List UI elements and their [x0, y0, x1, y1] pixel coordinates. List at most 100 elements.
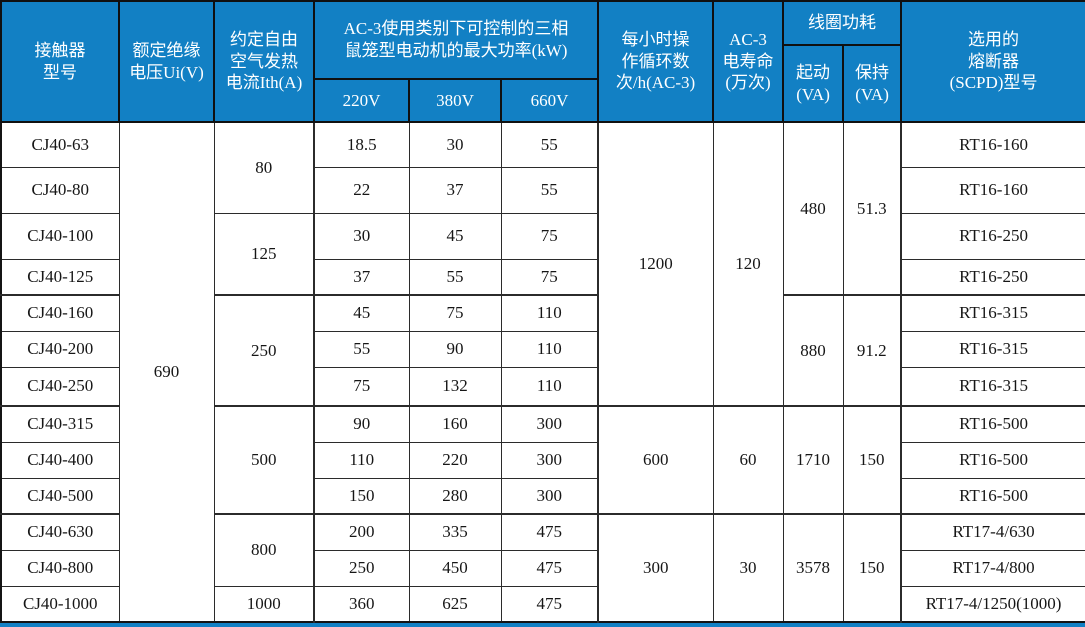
col-header-coil-power: 线圈功耗	[782, 0, 903, 46]
cell-model: CJ40-1000	[0, 585, 120, 623]
cell-p660: 300	[500, 405, 600, 443]
cell-fuse: RT16-315	[900, 366, 1085, 407]
cell-p660: 110	[500, 294, 600, 332]
header-row-1: 接触器 型号 额定绝缘 电压Ui(V) 约定自由 空气发热 电流Ith(A) A…	[0, 0, 1085, 123]
cell-p380: 160	[408, 405, 502, 443]
table-row: CJ40-160 250 45 75 110 880 91.2 RT16-315	[0, 294, 1085, 407]
cell-fuse: RT16-315	[900, 330, 1085, 368]
cell-p380: 220	[408, 441, 502, 479]
table-body: CJ40-63 690 80 18.5 30 55 1200 120 480 51.3 RT16-1…	[0, 121, 1085, 623]
cell-fuse: RT16-250	[900, 212, 1085, 260]
table-row: CJ40-630 800 200 335 475 300 30 3578 150 RT17-4/6…	[0, 513, 1085, 623]
cell-start_va: 3578	[782, 513, 844, 623]
cell-model: CJ40-63	[0, 121, 120, 168]
cell-p220: 37	[313, 258, 410, 296]
cell-fuse: RT16-500	[900, 405, 1085, 443]
cell-model: CJ40-630	[0, 513, 120, 551]
table-row: CJ40-200 55 90 110 RT16-315	[0, 330, 1085, 368]
cell-p660: 75	[500, 212, 600, 260]
cell-ith: 800	[213, 513, 315, 587]
cell-cycles: 600	[597, 405, 714, 515]
cell-model: CJ40-400	[0, 441, 120, 479]
header-row-3: 220V 380V 660V	[1, 78, 1085, 123]
col-header-model: 接触器 型号	[0, 0, 120, 123]
cell-p380: 335	[408, 513, 502, 551]
col-header-rated-voltage: 额定绝缘 电压Ui(V)	[118, 0, 215, 123]
cell-life: 60	[712, 405, 784, 515]
cell-p660: 110	[500, 330, 600, 368]
header-row-2: 起动 (VA) 保持 (VA)	[1, 44, 1085, 123]
cell-p380: 75	[408, 294, 502, 332]
cell-p220: 200	[313, 513, 410, 551]
col-header-thermal-current: 约定自由 空气发热 电流Ith(A)	[213, 0, 315, 123]
table-header: 接触器 型号 额定绝缘 电压Ui(V) 约定自由 空气发热 电流Ith(A) A…	[0, 0, 1085, 123]
cell-fuse: RT16-250	[900, 258, 1085, 296]
cell-ith: 1000	[213, 585, 315, 623]
cell-p220: 75	[313, 366, 410, 407]
cell-p660: 110	[500, 366, 600, 407]
bottom-accent-bar	[0, 623, 1085, 627]
cell-p220: 18.5	[313, 121, 410, 168]
cell-p660: 475	[500, 513, 600, 551]
cell-cycles: 1200	[597, 121, 714, 407]
cell-p380: 30	[408, 121, 502, 168]
cell-life: 120	[712, 121, 784, 407]
cell-hold_va: 91.2	[842, 294, 903, 407]
cell-model: CJ40-160	[0, 294, 120, 332]
cell-model: CJ40-100	[0, 212, 120, 260]
cell-life: 30	[712, 513, 784, 623]
cell-p220: 22	[313, 166, 410, 214]
cell-start_va: 480	[782, 121, 844, 296]
cell-p380: 132	[408, 366, 502, 407]
cell-p660: 55	[500, 121, 600, 168]
cell-ith: 500	[213, 405, 315, 515]
cell-p380: 37	[408, 166, 502, 214]
table-row: CJ40-80 22 37 55 RT16-160	[0, 166, 1085, 214]
cell-fuse: RT16-500	[900, 441, 1085, 479]
cell-p220: 55	[313, 330, 410, 368]
table-row: CJ40-315 500 90 160 300 600 60 1710 150 RT16-500	[0, 405, 1085, 515]
col-header-start-va: 起动 (VA)	[782, 44, 845, 123]
cell-p380: 625	[408, 585, 502, 623]
cell-model: CJ40-125	[0, 258, 120, 296]
table-row: CJ40-400 110 220 300 RT16-500	[0, 441, 1085, 479]
cell-p220: 45	[313, 294, 410, 332]
table-row: CJ40-250 75 132 110 RT16-315	[0, 366, 1085, 407]
cell-p660: 475	[500, 585, 600, 623]
cell-model: CJ40-500	[0, 477, 120, 515]
cell-ui: 690	[118, 121, 215, 623]
cell-ith: 125	[213, 212, 315, 296]
cell-fuse: RT16-160	[900, 166, 1085, 214]
cell-fuse: RT17-4/800	[900, 549, 1085, 587]
col-header-380v: 380V	[408, 78, 502, 123]
cell-p660: 475	[500, 549, 600, 587]
table-row: CJ40-1000 1000 360 625 475 RT17-4/1250(1000)	[0, 585, 1085, 623]
cell-p660: 300	[500, 441, 600, 479]
cell-cycles: 300	[597, 513, 714, 623]
cell-model: CJ40-800	[0, 549, 120, 587]
cell-start_va: 880	[782, 294, 844, 407]
cell-fuse: RT17-4/1250(1000)	[900, 585, 1085, 623]
col-header-fuse: 选用的 熔断器 (SCPD)型号	[900, 0, 1085, 123]
cell-model: CJ40-200	[0, 330, 120, 368]
cell-ith: 80	[213, 121, 315, 214]
cell-p220: 30	[313, 212, 410, 260]
cell-hold_va: 51.3	[842, 121, 903, 296]
cell-p380: 45	[408, 212, 502, 260]
cell-ith: 250	[213, 294, 315, 407]
cell-start_va: 1710	[782, 405, 844, 515]
col-header-life: AC-3 电寿命 (万次)	[712, 0, 785, 123]
cell-p380: 55	[408, 258, 502, 296]
cell-p220: 250	[313, 549, 410, 587]
cell-p220: 150	[313, 477, 410, 515]
cell-fuse: RT16-315	[900, 294, 1085, 332]
cell-p380: 280	[408, 477, 502, 515]
cell-p660: 300	[500, 477, 600, 515]
cell-p220: 360	[313, 585, 410, 623]
col-header-power-group: AC-3使用类别下可控制的三相 鼠笼型电动机的最大功率(kW)	[312, 0, 600, 80]
table-row: CJ40-100 125 30 45 75 RT16-250	[0, 212, 1085, 296]
table-row: CJ40-500 150 280 300 RT16-500	[0, 477, 1085, 515]
cell-p660: 75	[500, 258, 600, 296]
cell-model: CJ40-315	[0, 405, 120, 443]
